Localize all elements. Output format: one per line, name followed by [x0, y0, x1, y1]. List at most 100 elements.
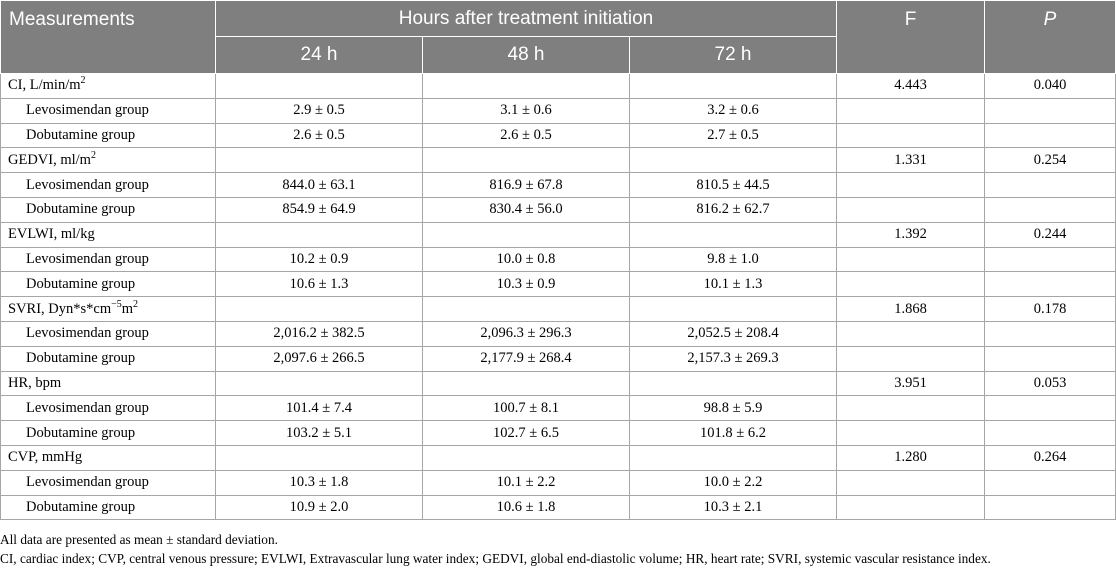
value-cell-h24: 101.4 ± 7.4 — [215, 395, 423, 422]
note-line-2: CI, cardiac index; CVP, central venous p… — [0, 551, 991, 567]
empty-cell — [836, 172, 985, 198]
empty-cell — [629, 73, 837, 99]
f-value: 4.443 — [836, 73, 985, 99]
group-row: Levosimendan group 2.9 ± 0.5 3.1 ± 0.6 3.2 … — [0, 97, 1116, 124]
empty-cell — [215, 221, 423, 248]
section-label: EVLWI, ml/kg — [0, 221, 216, 248]
value-cell-h48: 10.6 ± 1.8 — [422, 494, 630, 521]
empty-cell — [422, 444, 630, 471]
f-value: 1.392 — [836, 221, 985, 248]
f-value: 1.331 — [836, 147, 985, 174]
empty-cell — [984, 246, 1116, 273]
header-measurements: Measurements — [0, 0, 216, 74]
section-label-superscript: 2 — [80, 75, 86, 87]
empty-cell — [422, 221, 630, 248]
group-label: Dobutamine group — [0, 196, 216, 223]
group-label: Dobutamine group — [0, 494, 216, 521]
empty-cell — [984, 271, 1116, 298]
value-cell-h24: 844.0 ± 63.1 — [215, 172, 423, 198]
empty-cell — [984, 345, 1116, 372]
table-header: Measurements Hours after treatment initi… — [0, 0, 1116, 74]
p-value: 0.053 — [984, 370, 1116, 397]
value-cell-h72: 816.2 ± 62.7 — [629, 196, 837, 223]
empty-cell — [215, 147, 423, 174]
value-cell-h48: 2.6 ± 0.5 — [422, 122, 630, 149]
section-label-superscript: −5 — [111, 298, 122, 310]
group-row: Dobutamine group 2.6 ± 0.5 2.6 ± 0.5 2.7 ± … — [0, 122, 1116, 149]
section-label: GEDVI, ml/m2 — [0, 147, 216, 174]
section-row: SVRI, Dyn*s*cm−5m2 1.868 0.178 — [0, 296, 1116, 322]
empty-cell — [984, 420, 1116, 446]
empty-cell — [215, 444, 423, 471]
empty-cell — [984, 172, 1116, 198]
section-row: CVP, mmHg 1.280 0.264 — [0, 444, 1116, 471]
empty-cell — [836, 196, 985, 223]
note-line-1: All data are presented as mean ± standar… — [0, 532, 278, 548]
section-label-text: GEDVI, ml/m — [8, 151, 91, 168]
empty-cell — [836, 345, 985, 372]
value-cell-h24: 10.2 ± 0.9 — [215, 246, 423, 273]
section-label-text: CI, L/min/m — [8, 77, 81, 94]
empty-cell — [836, 271, 985, 298]
group-row: Dobutamine group 854.9 ± 64.9 830.4 ± 56.0… — [0, 196, 1116, 223]
header-24h: 24 h — [215, 36, 423, 74]
group-row: Dobutamine group 2,097.6 ± 266.5 2,177.9 ±… — [0, 345, 1116, 372]
value-cell-h24: 854.9 ± 64.9 — [215, 196, 423, 223]
group-row: Levosimendan group 2,016.2 ± 382.5 2,096.3… — [0, 320, 1116, 347]
empty-cell — [836, 395, 985, 422]
empty-cell — [984, 494, 1116, 521]
header-72h: 72 h — [629, 36, 837, 74]
f-value: 1.280 — [836, 444, 985, 471]
value-cell-h72: 810.5 ± 44.5 — [629, 172, 837, 198]
value-cell-h72: 101.8 ± 6.2 — [629, 420, 837, 446]
group-row: Dobutamine group 10.9 ± 2.0 10.6 ± 1.8 10.3… — [0, 494, 1116, 521]
value-cell-h24: 2.9 ± 0.5 — [215, 97, 423, 124]
group-label: Dobutamine group — [0, 345, 216, 372]
value-cell-h48: 10.1 ± 2.2 — [422, 469, 630, 496]
empty-cell — [422, 370, 630, 397]
section-label-tail: m — [121, 300, 134, 317]
value-cell-h24: 10.6 ± 1.3 — [215, 271, 423, 298]
value-cell-h24: 10.3 ± 1.8 — [215, 469, 423, 496]
empty-cell — [836, 469, 985, 496]
f-value: 1.868 — [836, 296, 985, 322]
value-cell-h72: 9.8 ± 1.0 — [629, 246, 837, 273]
empty-cell — [215, 370, 423, 397]
empty-cell — [984, 469, 1116, 496]
empty-cell — [836, 320, 985, 347]
empty-cell — [422, 73, 630, 99]
empty-cell — [984, 196, 1116, 223]
section-label: CVP, mmHg — [0, 444, 216, 471]
group-row: Levosimendan group 101.4 ± 7.4 100.7 ± 8.1… — [0, 395, 1116, 422]
section-row: HR, bpm 3.951 0.053 — [0, 370, 1116, 397]
value-cell-h24: 2,097.6 ± 266.5 — [215, 345, 423, 372]
header-row-2: 24 h 48 h 72 h — [1, 36, 1116, 74]
value-cell-h48: 830.4 ± 56.0 — [422, 196, 630, 223]
p-value: 0.264 — [984, 444, 1116, 471]
value-cell-h72: 98.8 ± 5.9 — [629, 395, 837, 422]
empty-cell — [215, 296, 423, 322]
section-label: CI, L/min/m2 — [0, 73, 216, 99]
section-label-text: EVLWI, ml/kg — [8, 226, 95, 243]
section-label: SVRI, Dyn*s*cm−5m2 — [0, 296, 216, 322]
value-cell-h48: 10.3 ± 0.9 — [422, 271, 630, 298]
header-48h: 48 h — [422, 36, 630, 74]
empty-cell — [422, 296, 630, 322]
value-cell-h24: 2,016.2 ± 382.5 — [215, 320, 423, 347]
value-cell-h72: 10.0 ± 2.2 — [629, 469, 837, 496]
section-label-text: HR, bpm — [8, 374, 62, 391]
section-label-superscript-2: 2 — [133, 298, 139, 310]
p-value: 0.040 — [984, 73, 1116, 99]
empty-cell — [984, 122, 1116, 149]
empty-cell — [629, 147, 837, 174]
empty-cell — [836, 494, 985, 521]
value-cell-h48: 2,096.3 ± 296.3 — [422, 320, 630, 347]
group-label: Dobutamine group — [0, 122, 216, 149]
group-label: Levosimendan group — [0, 246, 216, 273]
section-label-superscript: 2 — [90, 149, 96, 161]
empty-cell — [836, 420, 985, 446]
empty-cell — [836, 246, 985, 273]
empty-cell — [984, 395, 1116, 422]
empty-cell — [629, 221, 837, 248]
